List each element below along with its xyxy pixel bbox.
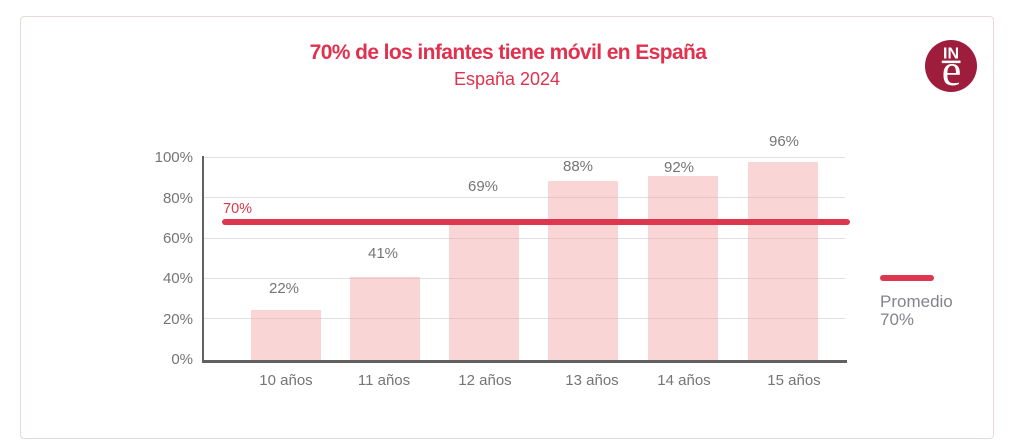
svg-text:IN: IN [943,46,959,63]
svg-text:e: e [942,46,962,92]
